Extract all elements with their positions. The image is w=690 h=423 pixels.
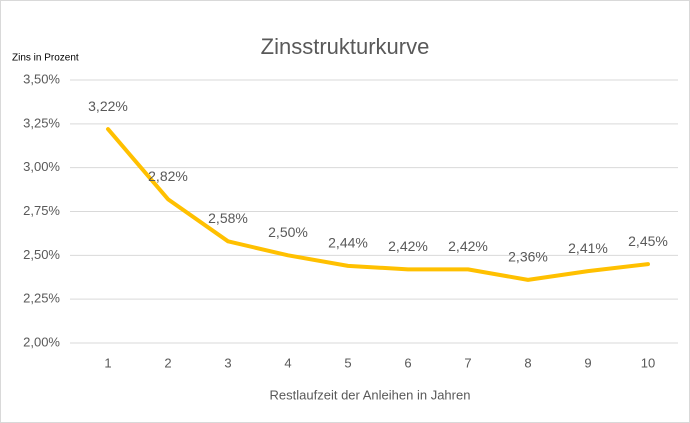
- y-axis-title: Zins in Prozent: [12, 53, 79, 64]
- x-tick-label: 8: [524, 355, 531, 370]
- x-tick-label: 5: [344, 355, 351, 370]
- data-label: 2,41%: [568, 240, 608, 256]
- x-tick-label: 6: [404, 355, 411, 370]
- y-tick-label: 3,25%: [23, 115, 60, 130]
- data-label: 2,44%: [328, 235, 368, 251]
- data-label: 2,82%: [148, 168, 188, 184]
- x-tick-label: 7: [464, 355, 471, 370]
- x-tick-label: 1: [104, 355, 111, 370]
- y-tick-label: 2,25%: [23, 291, 60, 306]
- data-label: 2,42%: [448, 238, 488, 254]
- data-label: 2,36%: [508, 249, 548, 265]
- line: [106, 127, 650, 282]
- y-tick-label: 2,50%: [23, 247, 60, 262]
- data-label: 2,45%: [628, 233, 668, 249]
- data-label: 2,42%: [388, 238, 428, 254]
- y-tick-label: 2,00%: [23, 334, 60, 349]
- data-label: 2,58%: [208, 210, 248, 226]
- x-tick-label: 9: [584, 355, 591, 370]
- data-label: 3,22%: [88, 98, 128, 114]
- chart-title: Zinsstrukturkurve: [261, 34, 430, 59]
- x-tick-label: 4: [284, 355, 291, 370]
- x-tick-label: 3: [224, 355, 231, 370]
- y-tick-label: 3,50%: [23, 71, 60, 86]
- x-tick-label: 2: [164, 355, 171, 370]
- x-tick-label: 10: [641, 355, 655, 370]
- data-label: 2,50%: [268, 224, 308, 240]
- y-tick-label: 3,00%: [23, 159, 60, 174]
- y-tick-label: 2,75%: [23, 203, 60, 218]
- x-axis-title: Restlaufzeit der Anleihen in Jahren: [270, 387, 471, 402]
